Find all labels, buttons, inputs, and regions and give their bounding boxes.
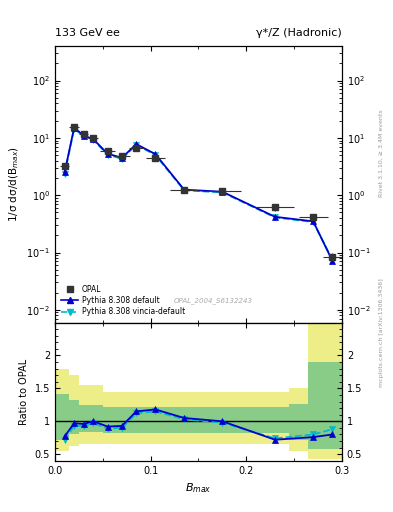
Text: OPAL_2004_S6132243: OPAL_2004_S6132243 — [173, 297, 252, 304]
Y-axis label: 1/σ dσ/d(B$_{max}$): 1/σ dσ/d(B$_{max}$) — [7, 146, 21, 222]
Text: γ*/Z (Hadronic): γ*/Z (Hadronic) — [256, 28, 342, 38]
Text: mcplots.cern.ch [arXiv:1306.3436]: mcplots.cern.ch [arXiv:1306.3436] — [379, 279, 384, 387]
Y-axis label: Ratio to OPAL: Ratio to OPAL — [19, 358, 29, 425]
Text: Rivet 3.1.10, ≥ 3.4M events: Rivet 3.1.10, ≥ 3.4M events — [379, 110, 384, 198]
Legend: OPAL, Pythia 8.308 default, Pythia 8.308 vincia-default: OPAL, Pythia 8.308 default, Pythia 8.308… — [59, 283, 187, 319]
X-axis label: $B_{max}$: $B_{max}$ — [185, 481, 212, 495]
Text: 133 GeV ee: 133 GeV ee — [55, 28, 120, 38]
